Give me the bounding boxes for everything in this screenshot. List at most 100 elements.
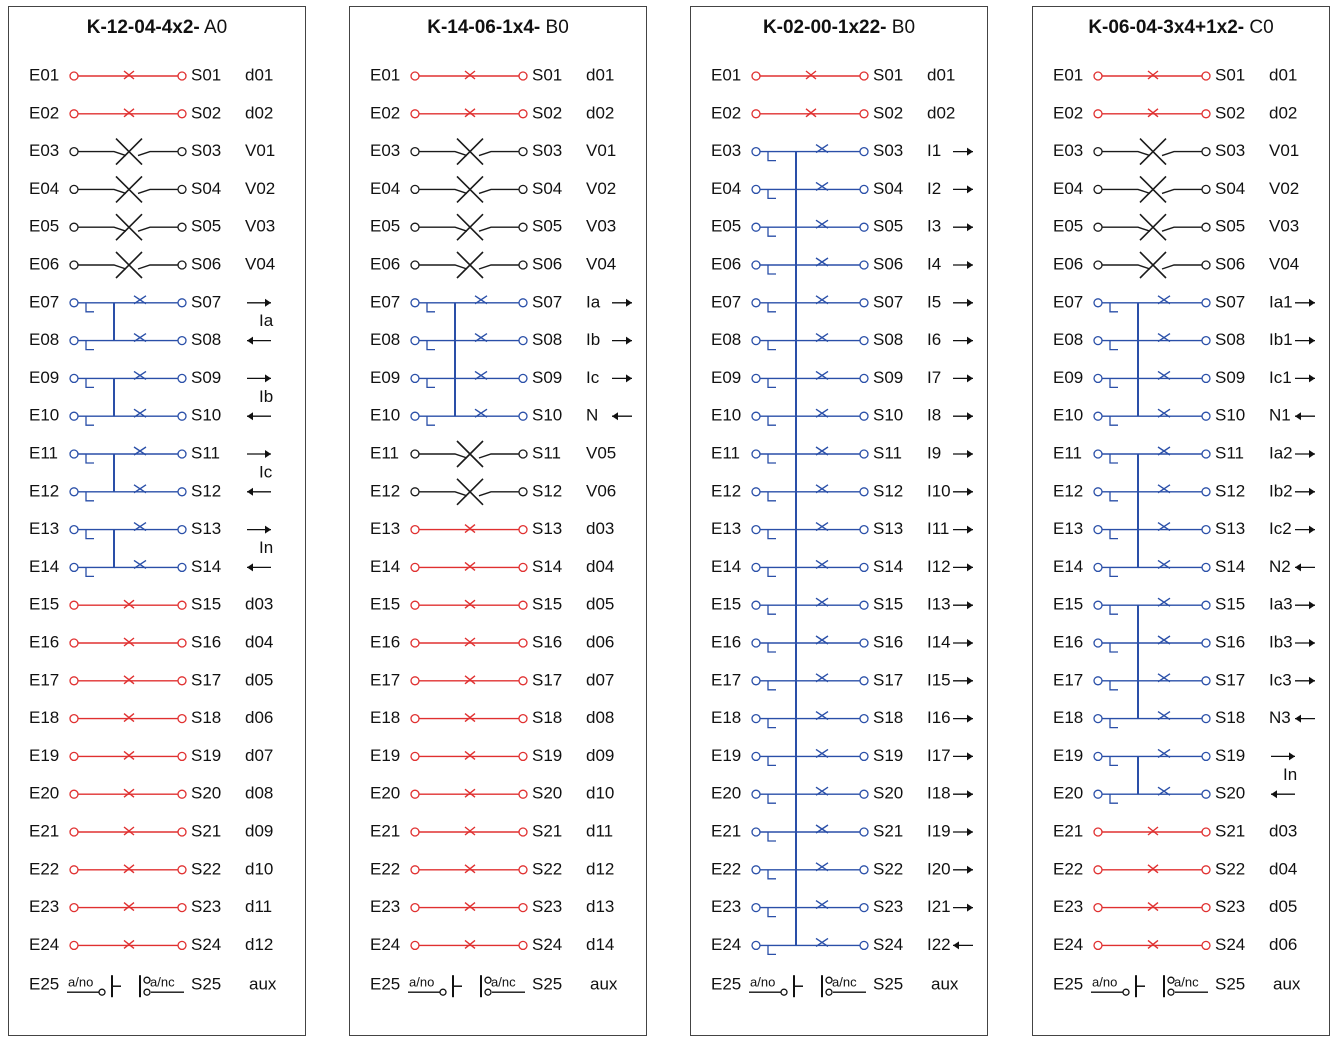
output-terminal-label: S23	[873, 897, 903, 916]
input-terminal-icon	[1093, 335, 1103, 346]
current-link-icon	[133, 522, 147, 532]
panel-wiring: E01 S01 d01 E02 S02 d02 E03 S03 V01 E04 S04 V02 E05 S…	[29, 65, 277, 998]
output-terminal-label: S02	[532, 103, 562, 122]
terminal-row: E08 S08 Ib	[370, 330, 632, 351]
terminal-row: E09 S09 Ic1	[1053, 368, 1315, 389]
function-label: I16	[927, 708, 951, 727]
arrow-right-icon	[953, 563, 973, 572]
input-terminal-icon	[1093, 600, 1103, 610]
terminal-row: E15 S15 I13	[711, 595, 973, 615]
output-terminal-icon	[177, 865, 187, 875]
output-terminal-label: S17	[873, 670, 903, 689]
function-label: I18	[927, 784, 951, 803]
short-bridge-icon	[1109, 302, 1118, 313]
input-terminal-label: E12	[1053, 481, 1083, 500]
input-terminal-icon	[410, 865, 420, 875]
short-bridge-icon	[1109, 340, 1118, 351]
terminal-row: E03 S03 I1	[711, 141, 973, 162]
input-terminal-label: E02	[29, 103, 59, 122]
aux-row: E25 a/no a/nc S25 aux	[29, 975, 277, 998]
output-terminal-icon	[1201, 789, 1211, 799]
arrow-left-icon	[1271, 790, 1295, 799]
voltage-knife-icon	[456, 478, 484, 506]
current-link-icon	[1157, 446, 1171, 456]
output-terminal-label: S14	[532, 557, 562, 576]
short-bridge-icon	[1109, 605, 1118, 615]
disconnect-link-icon	[464, 108, 476, 118]
short-bridge-icon	[767, 794, 776, 804]
output-terminal-label: S19	[532, 746, 562, 765]
arrow-right-icon	[953, 639, 973, 647]
panel-wiring: E01 S01 d01 E02 S02 d02 E03 S03 V01 E04 S04 V02 E05 S…	[370, 65, 632, 998]
input-terminal-icon	[751, 600, 761, 610]
terminal-panel: K-06-04-3x4+1x2- C0 E01 S01 d01 E02 S02 d02 E03…	[1032, 6, 1330, 1036]
input-terminal-icon	[410, 751, 420, 762]
output-terminal-icon	[518, 146, 528, 157]
terminal-row: E12 S12 I10	[711, 481, 973, 502]
input-terminal-icon	[69, 789, 79, 799]
short-bridge-icon	[767, 907, 776, 918]
current-link-icon	[1157, 559, 1171, 569]
output-terminal-icon	[859, 827, 869, 837]
terminal-row: E02 S02 d02	[1053, 103, 1297, 122]
function-label: d08	[586, 708, 614, 727]
arrow-right-icon	[953, 450, 973, 458]
arrow-right-icon	[247, 298, 271, 307]
input-terminal-label: E06	[370, 254, 400, 273]
input-terminal-label: E07	[370, 292, 400, 311]
function-label: d05	[245, 670, 273, 689]
input-terminal-icon	[1093, 562, 1103, 573]
input-terminal-icon	[410, 524, 420, 535]
disconnect-link-icon	[464, 70, 476, 80]
function-label: V02	[586, 179, 616, 198]
input-terminal-label: E24	[711, 935, 741, 954]
arrow-left-icon	[247, 336, 271, 345]
disconnect-link-icon	[464, 599, 476, 609]
function-label: I11	[927, 519, 949, 538]
function-label: V06	[586, 481, 616, 500]
input-terminal-icon	[1093, 827, 1103, 837]
function-label: I5	[927, 292, 941, 311]
group-label: Ia	[259, 311, 274, 330]
current-link-icon	[815, 446, 829, 456]
input-terminal-label: E14	[370, 557, 400, 576]
terminal-row: E04 S04 V02	[29, 175, 275, 203]
current-link-icon	[815, 824, 829, 834]
aux-row: E25 a/no a/nc S25 aux	[1053, 975, 1301, 998]
terminal-row: E10 S10 I8	[711, 406, 973, 426]
input-terminal-icon	[751, 865, 761, 875]
function-label: I8	[927, 406, 941, 425]
output-terminal-label: S07	[1215, 292, 1245, 311]
output-terminal-icon	[518, 638, 528, 648]
input-terminal-label: E23	[370, 897, 400, 916]
function-label: V04	[245, 254, 275, 273]
function-label: Ia	[586, 292, 601, 311]
short-bridge-icon	[426, 302, 435, 313]
arrow-right-icon	[1295, 525, 1315, 534]
output-terminal-label: S02	[873, 103, 903, 122]
output-terminal-label: S05	[532, 217, 562, 236]
terminal-row: E08 S08 I6	[711, 330, 973, 351]
aux-no-contact-icon	[439, 988, 447, 996]
terminal-row: E01 S01 d01	[370, 65, 614, 84]
input-terminal-label: E21	[29, 821, 59, 840]
output-terminal-label: S05	[1215, 217, 1245, 236]
current-link-icon	[815, 635, 829, 645]
disconnect-link-icon	[464, 675, 476, 685]
current-link-icon	[1157, 786, 1171, 796]
terminal-row: E05 S05 V03	[370, 213, 616, 241]
current-link-icon	[815, 559, 829, 569]
terminal-row: E03 S03 V01	[29, 138, 275, 166]
output-terminal-label: S21	[1215, 821, 1245, 840]
output-terminal-icon	[177, 109, 187, 119]
input-terminal-icon	[69, 373, 79, 384]
arrow-right-icon	[612, 298, 632, 307]
short-bridge-icon	[767, 832, 776, 842]
input-terminal-icon	[751, 524, 761, 535]
output-terminal-label: S20	[873, 784, 903, 803]
input-terminal-label: E11	[711, 443, 740, 462]
input-terminal-icon	[69, 638, 79, 648]
input-terminal-label: E20	[29, 784, 59, 803]
disconnect-link-icon	[805, 70, 817, 80]
input-terminal-icon	[410, 373, 420, 384]
